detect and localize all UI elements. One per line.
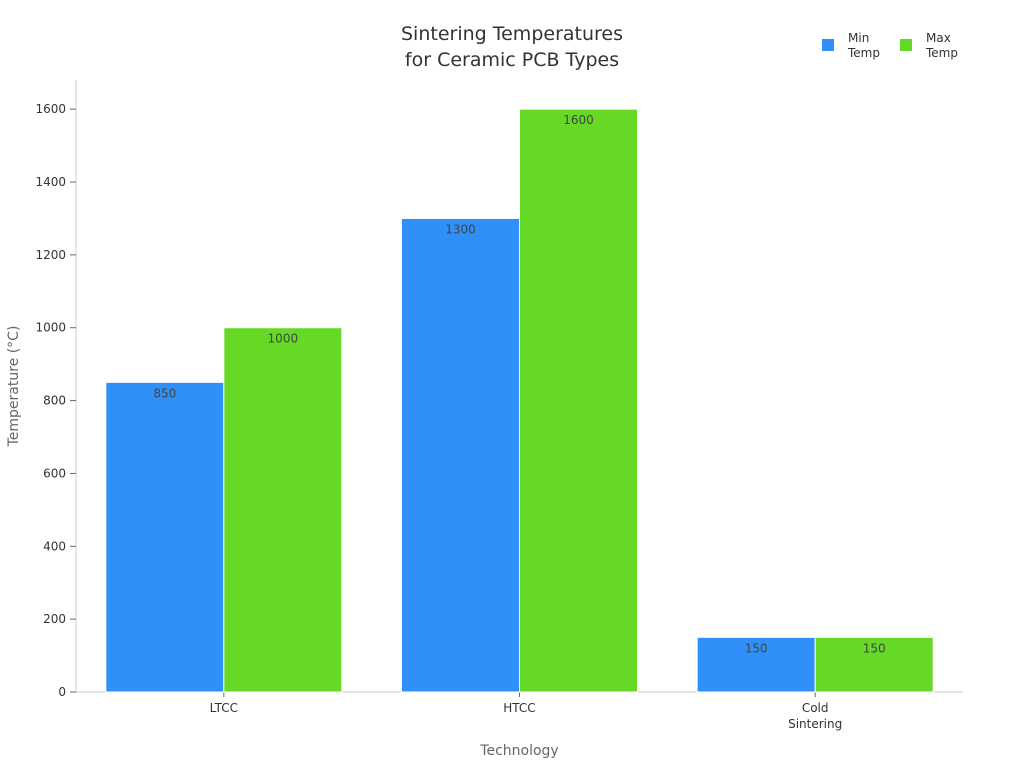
y-tick-label: 0 (58, 685, 66, 699)
y-tick-label: 600 (43, 466, 66, 480)
legend-swatch (900, 39, 912, 51)
legend-label: Temp (847, 46, 880, 60)
data-labels: 850 1000 1300 1600 150 150 (153, 113, 885, 655)
bar-0-2 (696, 636, 816, 693)
chart-title-line: for Ceramic PCB Types (405, 49, 619, 71)
data-label: 850 (153, 386, 176, 400)
axes: 0 200 400 600 800 1000 1200 1400 1600 LTCC HTCC Col… (6, 80, 963, 759)
data-label: 1600 (563, 113, 594, 127)
x-tick-label: Sintering (788, 717, 842, 731)
bars (105, 108, 934, 693)
data-label: 150 (745, 641, 768, 655)
x-axis-title: Technology (479, 743, 558, 759)
y-tick-label: 1400 (35, 175, 66, 189)
bar-0-0 (105, 381, 225, 693)
y-tick-label: 1000 (35, 321, 66, 335)
legend-label: Temp (925, 46, 958, 60)
chart-title: Sintering Temperatures for Ceramic PCB Ty… (401, 23, 623, 71)
y-axis-title: Temperature (°C) (6, 326, 22, 448)
y-tick-label: 1600 (35, 102, 66, 116)
x-tick-label: Cold (802, 701, 829, 715)
data-label: 150 (863, 641, 886, 655)
bar-0-1 (401, 217, 520, 693)
y-tick-label: 800 (43, 394, 66, 408)
legend-label: Max (926, 31, 951, 45)
legend-swatch (822, 39, 834, 51)
x-tick-label: LTCC (210, 701, 238, 715)
data-label: 1300 (445, 222, 476, 236)
x-tick-label: HTCC (503, 701, 535, 715)
bar-1-1 (519, 108, 638, 693)
chart-title-line: Sintering Temperatures (401, 23, 623, 45)
bar-1-2 (814, 636, 934, 693)
legend-label: Min (848, 31, 869, 45)
y-tick-label: 200 (43, 612, 66, 626)
bar-1-0 (223, 327, 343, 693)
y-tick-label: 400 (43, 539, 66, 553)
y-tick-label: 1200 (35, 248, 66, 262)
data-label: 1000 (268, 332, 299, 346)
